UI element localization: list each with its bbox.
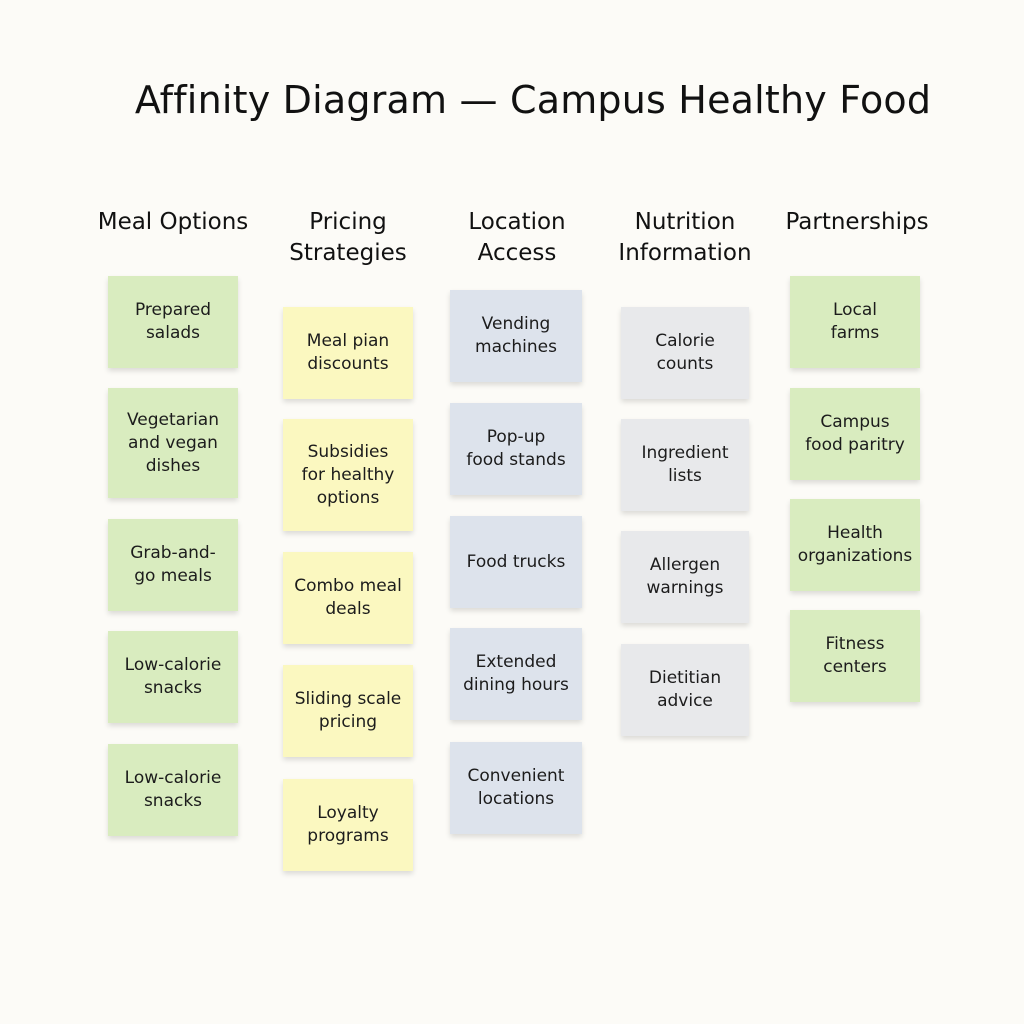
sticky-note[interactable]: Prepared salads [108, 276, 238, 368]
sticky-note[interactable]: Combo meal deals [283, 552, 413, 644]
sticky-note[interactable]: Pop-up food stands [450, 403, 582, 495]
sticky-note[interactable]: Subsidies for healthy options [283, 419, 413, 531]
column-header: Partnerships [785, 209, 929, 235]
sticky-note[interactable]: Convenient locations [450, 742, 582, 834]
sticky-note[interactable]: Sliding scale pricing [283, 665, 413, 757]
sticky-note[interactable]: Vegetarian and vegan dishes [108, 388, 238, 498]
sticky-note[interactable]: Vending machines [450, 290, 582, 382]
sticky-note[interactable]: Allergen warnings [621, 531, 749, 623]
sticky-note[interactable]: Low-calorie snacks [108, 631, 238, 723]
sticky-note[interactable]: Local farms [790, 276, 920, 368]
sticky-note[interactable]: Fitness centers [790, 610, 920, 702]
column-header: Pricing Strategies [289, 209, 407, 266]
column-header: Nutrition Information [618, 209, 752, 266]
sticky-note[interactable]: Food trucks [450, 516, 582, 608]
page-title: Affinity Diagram — Campus Healthy Food [134, 78, 932, 122]
sticky-note[interactable]: Meal pian discounts [283, 307, 413, 399]
sticky-note[interactable]: Grab-and- go meals [108, 519, 238, 611]
sticky-note[interactable]: Low-calorie snacks [108, 744, 238, 836]
sticky-note[interactable]: Campus food paritry [790, 388, 920, 480]
sticky-note[interactable]: Extended dining hours [450, 628, 582, 720]
sticky-note[interactable]: Health organizations [790, 499, 920, 591]
sticky-note[interactable]: Dietitian advice [621, 644, 749, 736]
sticky-note[interactable]: Ingredient lists [621, 419, 749, 511]
sticky-note[interactable]: Loyalty programs [283, 779, 413, 871]
sticky-note[interactable]: Calorie counts [621, 307, 749, 399]
column-header: Location Access [468, 209, 566, 266]
column-header: Meal Options [97, 209, 249, 235]
